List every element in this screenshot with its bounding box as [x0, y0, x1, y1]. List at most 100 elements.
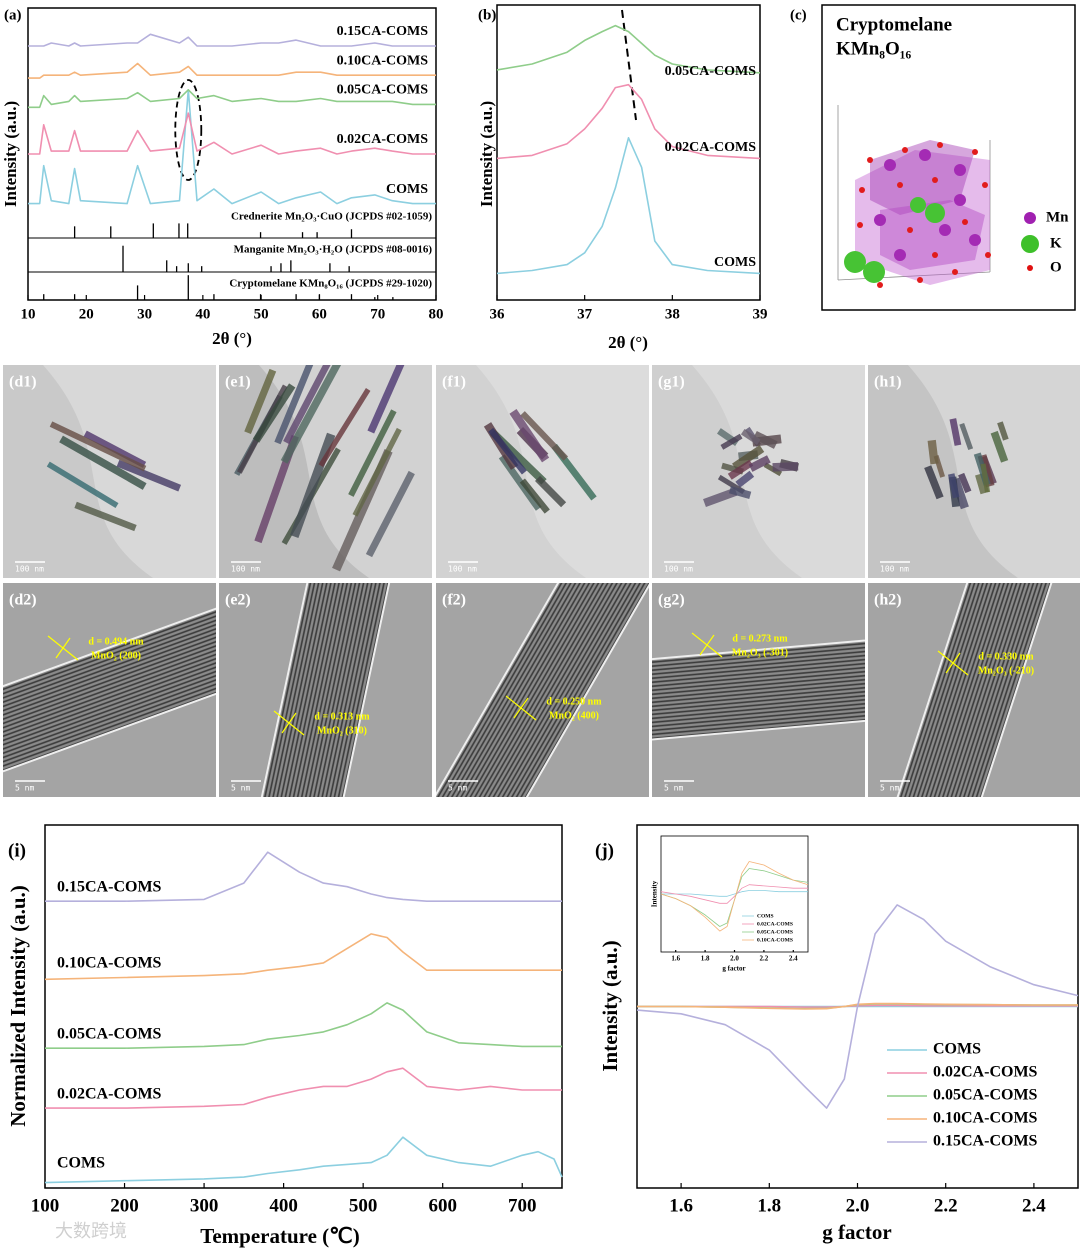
nanorod [720, 433, 743, 450]
chart: 36 37 38 39 (b) 2θ (°) Intensity (a.u.) COMS 0.0… [477, 4, 768, 352]
nanorod [244, 368, 277, 435]
legend-label: Mn [1046, 209, 1069, 225]
legend-label: 0.10CA-COMS [757, 937, 793, 943]
x-tick-label: 40 [195, 306, 210, 322]
fringe-marker [55, 637, 71, 659]
series-line [44, 1136, 563, 1184]
legend-label: 0.15CA-COMS [933, 1133, 1038, 1150]
plot-frame [44, 824, 563, 1189]
series-line [496, 83, 761, 160]
nanorod [520, 411, 569, 461]
panel-label: (c) [790, 7, 807, 23]
lattice-spacing: d = 0.250 nm [546, 696, 602, 707]
legend-label: K [1050, 235, 1062, 251]
x-tick-label: 1.6 [669, 1195, 693, 1216]
nanorod [519, 478, 550, 514]
micrograph: (d1) 100 nm [3, 365, 216, 578]
micrograph: d = 0.313 nm MnO₂ (310) (e2) 5 nm [219, 583, 432, 797]
series-label: COMS [386, 182, 428, 197]
nanorod [735, 470, 755, 488]
nanorod [980, 463, 991, 493]
series-label: 0.15CA-COMS [337, 24, 429, 39]
nanorod [534, 475, 567, 508]
nanorod [927, 439, 939, 465]
legend-label: 0.05CA-COMS [757, 929, 793, 935]
scale-label: 5 nm [231, 784, 250, 793]
nanorod [990, 430, 1009, 463]
micrograph-content [3, 365, 216, 578]
x-tick-label: 700 [508, 1195, 537, 1216]
scale-label: 100 nm [664, 565, 693, 574]
nanorod [753, 430, 778, 449]
y-axis-label: Intensity (a.u.) [598, 940, 622, 1071]
series-line [45, 1067, 562, 1109]
micrograph-label: (e2) [225, 592, 251, 609]
crystal-title: Cryptomelane [836, 14, 952, 35]
reference-label: Crednerite Mn₂O₃·CuO (JCPDS #02-1059) [231, 211, 432, 223]
micrograph: (f1) 100 nm [436, 365, 649, 578]
series-label: 0.02CA-COMS [665, 140, 757, 155]
nanorod [49, 421, 147, 472]
scale-label: 5 nm [448, 784, 467, 793]
micrograph-label: (g2) [658, 592, 685, 609]
lattice [3, 599, 216, 781]
series-line [496, 137, 761, 275]
peak-shift-guide [621, 9, 637, 121]
series-line [28, 89, 436, 109]
x-tick-label: 300 [190, 1195, 219, 1216]
legend-label: COMS [933, 1041, 981, 1058]
nanorod [74, 501, 137, 532]
fringe-marker [945, 652, 961, 674]
nanorod [958, 472, 972, 494]
micrograph-content [436, 583, 649, 797]
x-tick-label: 20 [79, 306, 94, 322]
crystal-structure [837, 105, 991, 288]
legend-label: 0.02CA-COMS [933, 1064, 1038, 1081]
series-line [28, 112, 436, 155]
micrograph: (e1) 100 nm [219, 365, 432, 578]
series-line [44, 933, 562, 981]
legend-label: 0.10CA-COMS [933, 1110, 1038, 1127]
nanorod [948, 473, 960, 499]
chart: 10 20 30 40 50 60 70 80 (a) 2θ (°) Intensity (a.u.… [1, 7, 444, 348]
nanorod [332, 449, 393, 572]
micrograph: d = 0.330 nm Mn₂O₃ (-210) (h2) 5 nm [868, 583, 1080, 797]
nanorod [352, 427, 402, 517]
plot-frame [496, 4, 761, 301]
x-tick-label: 2.4 [1022, 1195, 1046, 1216]
micrograph-content [436, 365, 649, 578]
micrograph: (g1) 100 nm [652, 365, 865, 578]
nanorod [703, 487, 738, 507]
micrograph-content [219, 365, 432, 578]
lattice-plane: MnO₂ (200) [91, 650, 141, 661]
micrograph-label: (h2) [874, 592, 902, 609]
series-label: 0.10CA-COMS [337, 53, 429, 68]
nanorod [728, 486, 752, 499]
scale-label: 5 nm [15, 784, 34, 793]
scale-label: 100 nm [880, 565, 909, 574]
series-label: 0.05CA-COMS [57, 1026, 162, 1043]
series-line [45, 1002, 562, 1049]
x-tick-label: 30 [137, 306, 152, 322]
chart: 1.6 1.8 2.0 2.2 2.4 g factor Intensity COMS 0.02… [649, 832, 812, 976]
series-line [28, 89, 436, 205]
crystal-panel: (c) Cryptomelane KMn₈O₁₆ Mn [790, 4, 1076, 311]
legend-swatch [1027, 265, 1033, 271]
nanorod [748, 455, 771, 472]
lattice-spacing: d = 0.494 nm [88, 636, 144, 647]
y-axis-label: Intensity (a.u.) [477, 101, 496, 207]
legend-label: O [1050, 259, 1062, 275]
fringe-marker [699, 634, 715, 656]
y-axis-label: Normalized Intensity (a.u.) [6, 885, 30, 1126]
series-line [661, 890, 808, 897]
series-label: 0.05CA-COMS [337, 83, 429, 98]
x-tick-label: 2.4 [789, 955, 798, 963]
series-line [636, 904, 1079, 1109]
scale-label: 100 nm [448, 565, 477, 574]
nanorod [772, 461, 799, 472]
micrograph-content [219, 583, 432, 797]
x-tick-label: 100 [31, 1195, 60, 1216]
nanorod [46, 461, 119, 509]
scale-label: 5 nm [664, 784, 683, 793]
carbon-film [908, 365, 1080, 578]
